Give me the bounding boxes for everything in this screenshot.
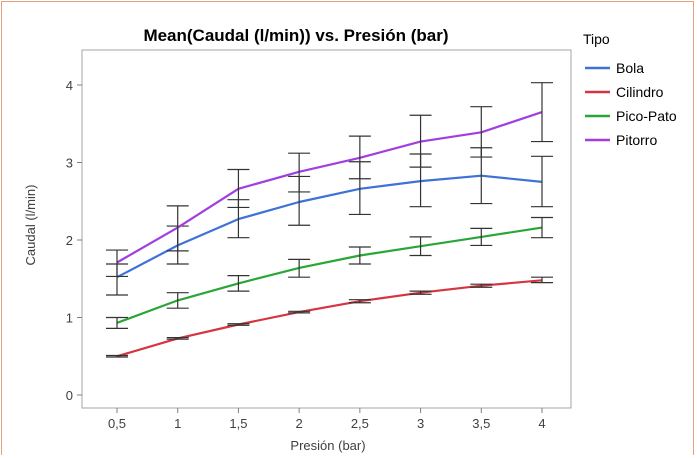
series-line-bola [116,174,543,279]
error-bar-cilindro [470,283,493,288]
error-bar-cilindro [166,337,189,340]
error-bar-pico-pato [470,227,493,247]
error-bar-cilindro [227,323,250,326]
y-tick-label: 3 [66,156,73,171]
legend: Tipo Bola Cilindro Pico-Pato Pitorro [583,31,677,148]
error-bar-pitorro [470,106,493,158]
series-line-pitorro [116,111,543,264]
chart-title: Mean(Caudal (l/min)) vs. Presión (bar) [143,26,448,45]
legend-label: Pico-Pato [616,108,677,124]
x-tick-label: 2,5 [351,416,369,431]
error-bar-pico-pato [348,246,371,265]
error-bar-pico-pato [288,258,311,278]
error-bar-cilindro [531,276,553,284]
legend-item-pico-pato: Pico-Pato [585,108,677,124]
error-bar-cilindro [409,290,432,295]
error-bar-pitorro [409,114,432,168]
error-bar-pico-pato [531,216,553,239]
error-bar-pico-pato [166,292,189,309]
legend-label: Cilindro [616,84,664,100]
error-bar-bola [531,155,553,208]
legend-item-bola: Bola [585,60,644,76]
series-line-cilindro [116,279,543,358]
error-bar-pitorro [227,168,250,209]
x-tick-label: 1 [174,416,181,431]
y-tick-label: 2 [66,233,73,248]
series-line-pico-pato [116,226,543,324]
legend-item-pitorro: Pitorro [585,132,657,148]
x-tick-label: 1,5 [229,416,247,431]
x-tick-label: 3 [417,416,424,431]
error-bar-pico-pato [227,275,250,292]
legend-title: Tipo [583,31,610,47]
x-tick-label: 3,5 [472,416,490,431]
error-bar-pitorro [531,82,553,143]
legend-label: Pitorro [616,132,657,148]
x-tick-label: 0,5 [108,416,126,431]
error-bar-cilindro [288,310,311,314]
error-bar-pitorro [348,135,371,180]
legend-item-cilindro: Cilindro [585,84,664,100]
error-bar-cilindro [106,354,128,358]
y-axis-label: Caudal (l/min) [23,185,38,266]
plot-area [81,49,572,409]
y-tick-label: 4 [66,78,73,93]
x-tick-label: 2 [296,416,303,431]
legend-label: Bola [616,60,644,76]
x-tick-label: 4 [538,416,545,431]
error-bar-pico-pato [106,316,128,329]
error-bar-cilindro [348,299,371,304]
error-bar-pitorro [106,249,128,278]
y-tick-label: 0 [66,388,73,403]
y-tick-label: 1 [66,311,73,326]
error-bar-pitorro [166,205,189,252]
error-bar-pitorro [288,152,311,193]
error-bar-pico-pato [409,236,432,257]
x-axis-label: Presión (bar) [290,438,365,453]
